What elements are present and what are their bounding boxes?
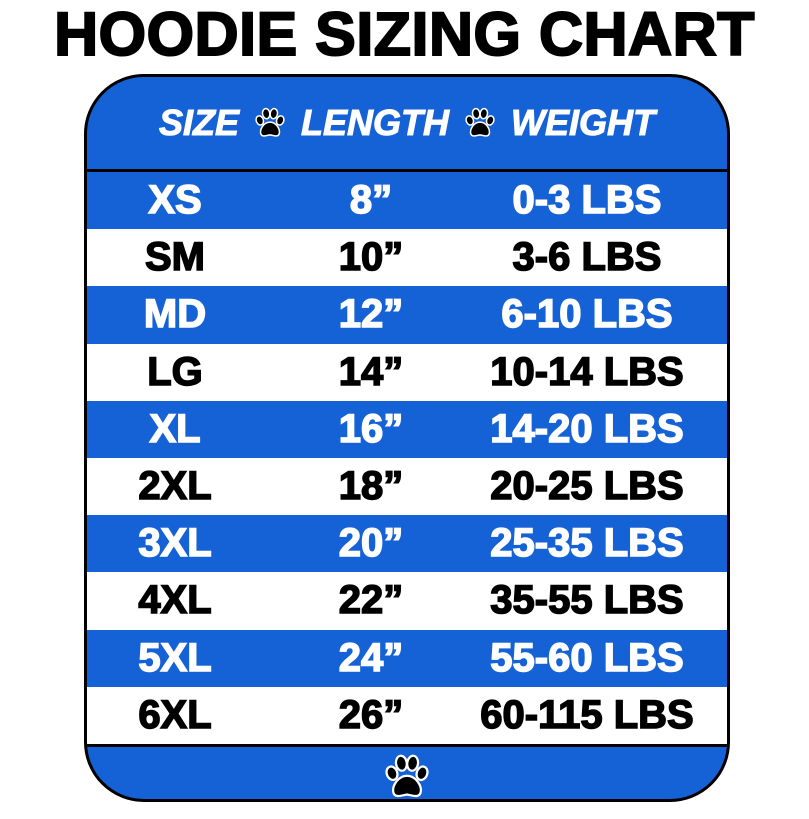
weight-cell: 0-3 LBS: [512, 177, 662, 223]
table-footer: [87, 747, 727, 799]
paw-icon: [382, 752, 432, 799]
length-cell: 22”: [338, 578, 404, 624]
weight-cell: 25-35 LBS: [490, 520, 685, 566]
weight-cell: 10-14 LBS: [490, 349, 685, 395]
weight-cell: 6-10 LBS: [501, 292, 674, 338]
table-row: SM 10” 3-6 LBS: [87, 229, 727, 287]
sizing-table: SIZE LENGTH WEIGHT XS 8” 0-3 LBS SM 10” 3-6 L…: [84, 74, 730, 802]
weight-cell: 60-115 LBS: [480, 692, 695, 738]
table-row: LG 14” 10-14 LBS: [87, 343, 727, 401]
size-cell: MD: [143, 292, 207, 338]
table-row: 5XL 24” 55-60 LBS: [87, 629, 727, 687]
size-cell: XL: [149, 406, 202, 452]
header-size: SIZE: [158, 102, 240, 144]
page-title: HOODIE SIZING CHART: [53, 0, 755, 68]
table-body: XS 8” 0-3 LBS SM 10” 3-6 LBS MD 12” 6-10 LBS LG 14…: [87, 172, 727, 747]
table-row: 6XL 26” 60-115 LBS: [87, 686, 727, 744]
weight-cell: 20-25 LBS: [490, 463, 685, 509]
length-cell: 20”: [338, 520, 404, 566]
table-row: 3XL 20” 25-35 LBS: [87, 515, 727, 573]
size-cell: 2XL: [138, 463, 213, 509]
size-cell: SM: [144, 235, 206, 281]
table-row: XS 8” 0-3 LBS: [87, 172, 727, 230]
header-length: LENGTH: [301, 102, 450, 144]
size-cell: 3XL: [138, 520, 213, 566]
size-cell: LG: [146, 349, 203, 395]
length-cell: 8”: [349, 177, 393, 223]
table-row: MD 12” 6-10 LBS: [87, 286, 727, 344]
length-cell: 12”: [338, 292, 404, 338]
size-cell: 5XL: [138, 635, 213, 681]
paw-icon: [253, 106, 287, 140]
length-cell: 14”: [338, 349, 404, 395]
table-row: 4XL 22” 35-55 LBS: [87, 572, 727, 630]
weight-cell: 55-60 LBS: [490, 635, 685, 681]
size-cell: 6XL: [138, 692, 213, 738]
length-cell: 26”: [338, 692, 404, 738]
paw-icon: [463, 106, 497, 140]
length-cell: 16”: [338, 406, 404, 452]
length-cell: 24”: [338, 635, 404, 681]
header-weight: WEIGHT: [511, 102, 656, 144]
weight-cell: 3-6 LBS: [512, 235, 662, 281]
weight-cell: 14-20 LBS: [490, 406, 685, 452]
table-row: XL 16” 14-20 LBS: [87, 400, 727, 458]
length-cell: 18”: [338, 463, 404, 509]
size-cell: XS: [148, 177, 203, 223]
length-cell: 10”: [338, 235, 404, 281]
weight-cell: 35-55 LBS: [490, 578, 685, 624]
table-header: SIZE LENGTH WEIGHT: [87, 77, 727, 172]
table-row: 2XL 18” 20-25 LBS: [87, 457, 727, 516]
size-cell: 4XL: [138, 578, 213, 624]
